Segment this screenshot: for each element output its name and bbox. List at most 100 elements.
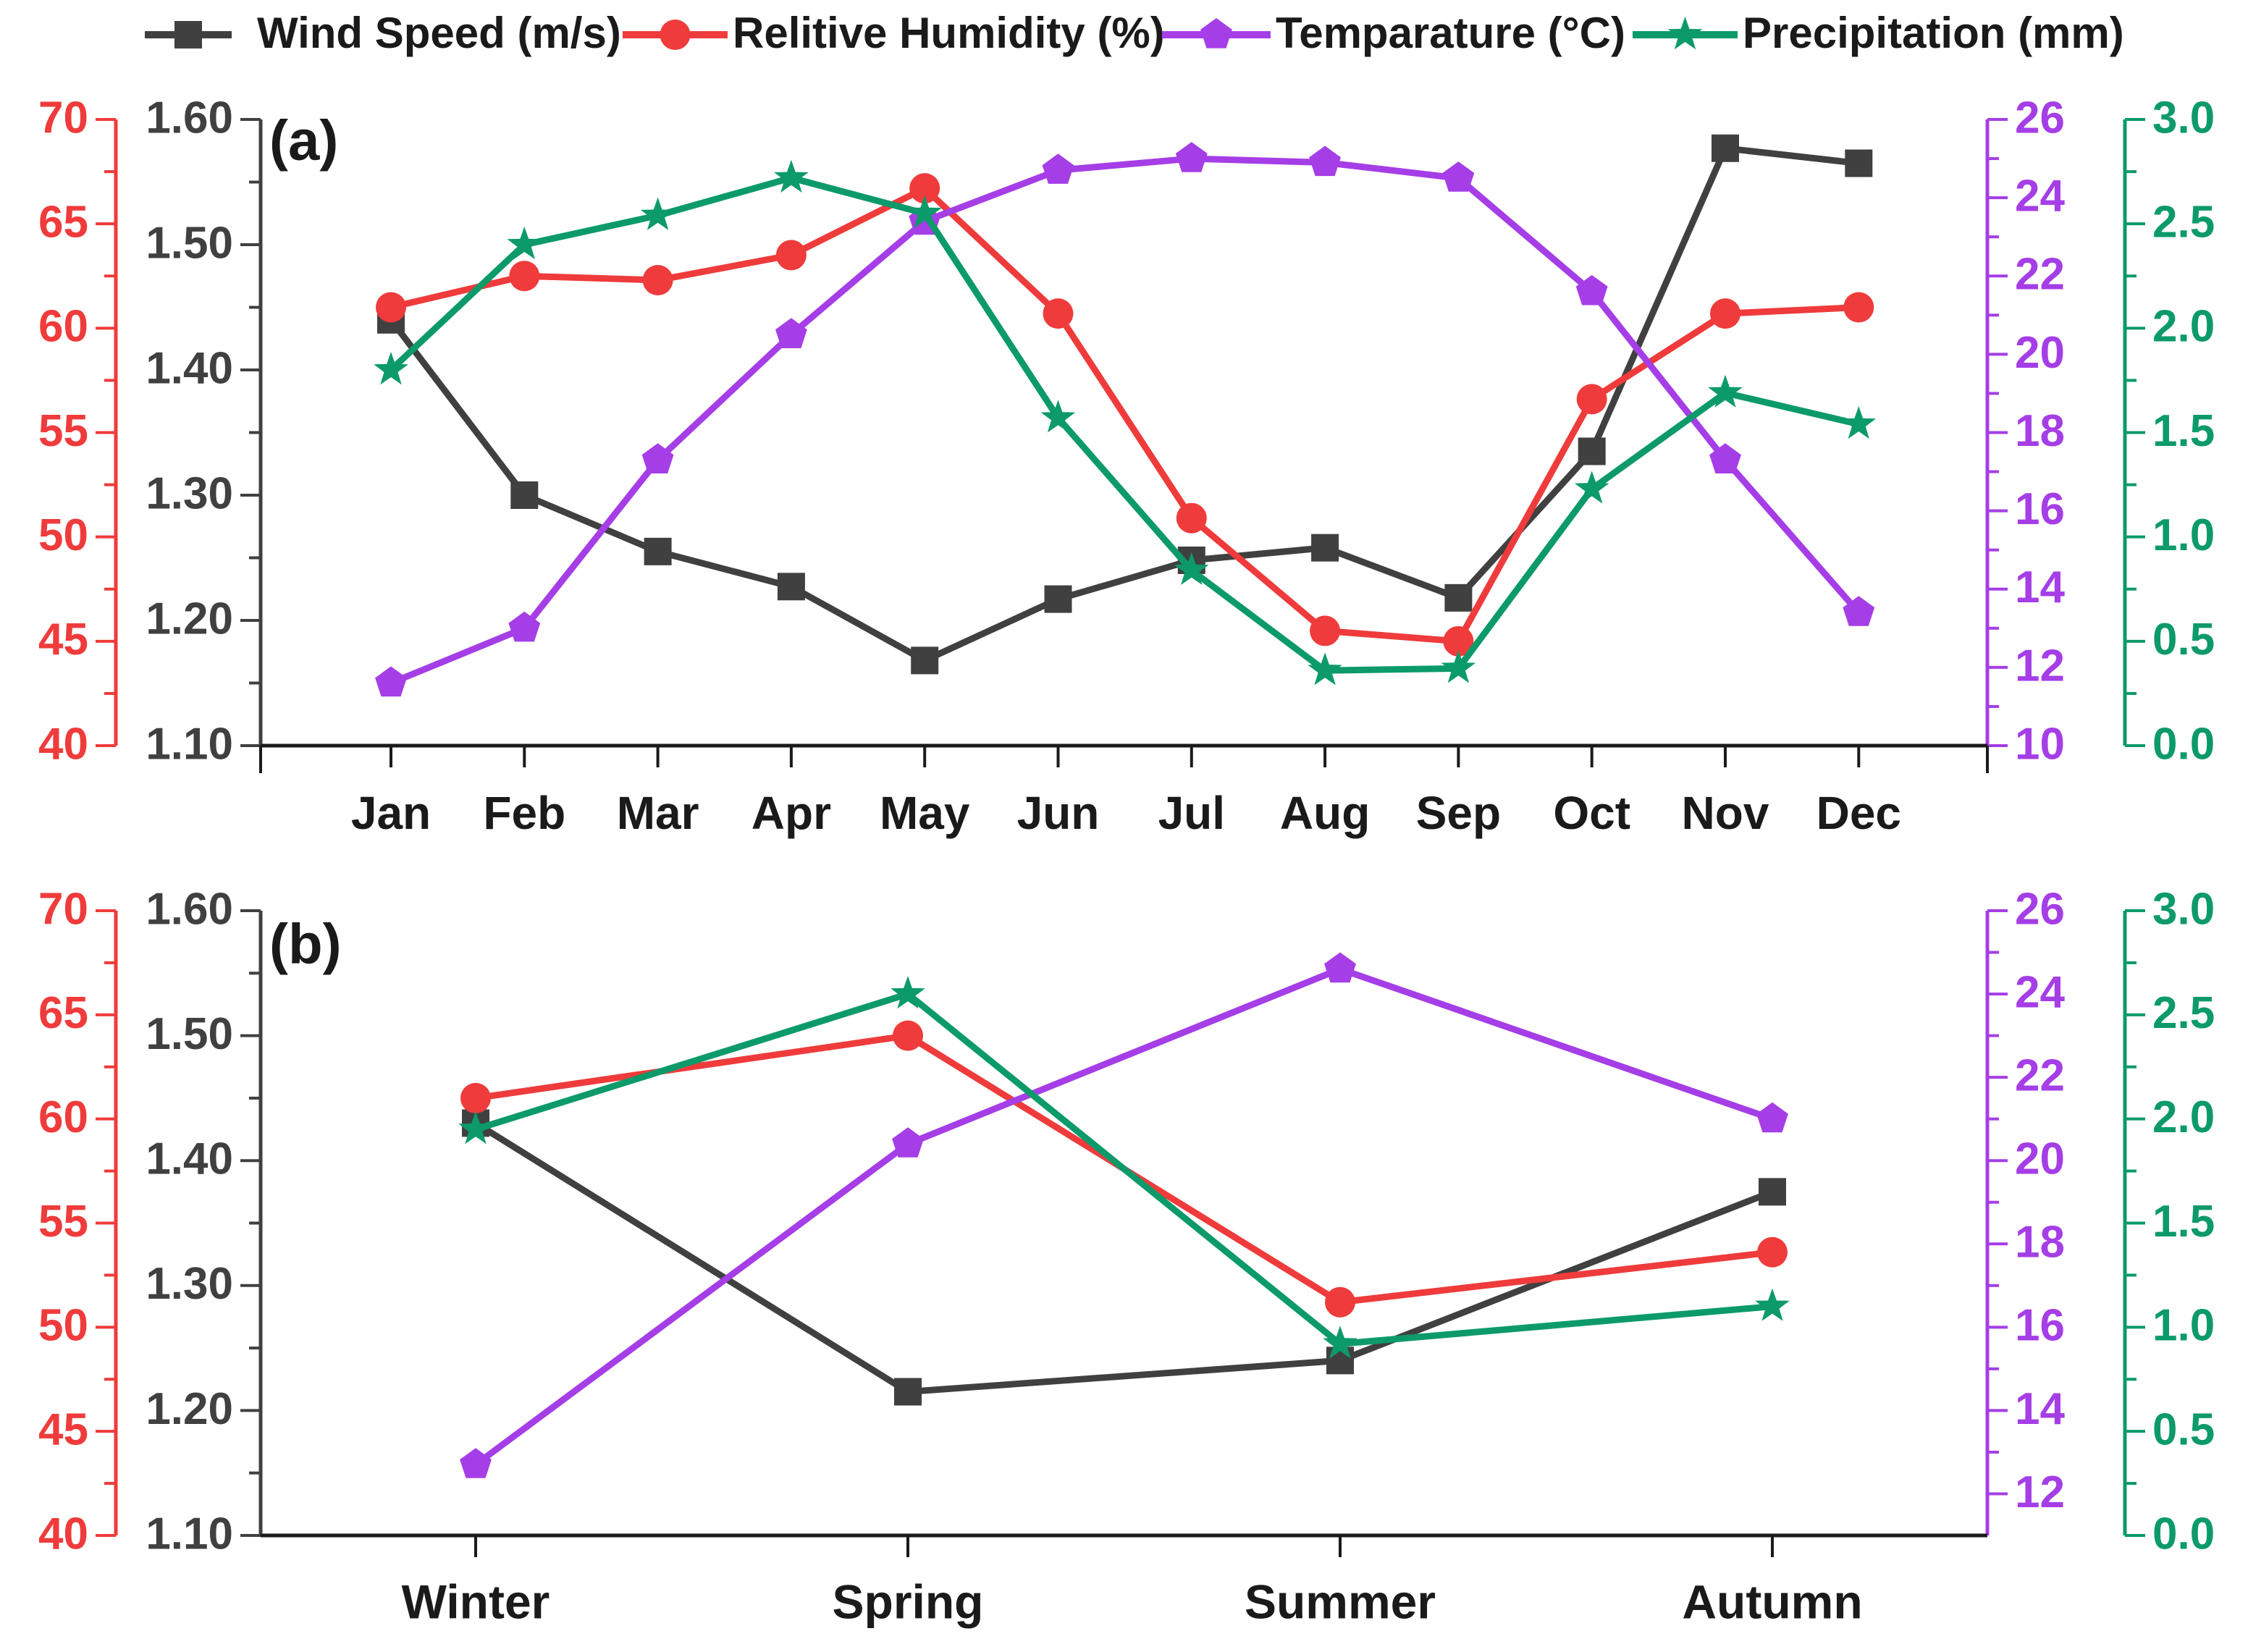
data-point-temperature xyxy=(775,318,807,348)
temperature-tick-label: 18 xyxy=(2015,1218,2065,1268)
panel-a-monthly-chart: 40 45 50 55 60 65 70 1.10 1.20 1.30 1.40 1.50 1.60 10… xyxy=(38,93,2215,839)
precipitation-tick-label: 0.0 xyxy=(2152,719,2215,769)
data-point-temperature xyxy=(1756,1102,1788,1133)
series-line-precipitation xyxy=(388,174,1860,674)
series-line-temperature xyxy=(473,966,1774,1467)
data-point-precipitation xyxy=(640,197,675,230)
panel-label: (a) xyxy=(269,109,338,172)
legend-marker-circle-icon xyxy=(660,20,691,50)
legend-label-3: Precipitation (mm) xyxy=(1743,9,2124,57)
humidity-tick-label: 55 xyxy=(38,1197,88,1247)
wind-tick-label: 1.20 xyxy=(146,1384,233,1434)
wind-tick-label: 1.60 xyxy=(146,884,233,934)
data-point-wind xyxy=(1311,534,1339,562)
humidity-tick-label: 45 xyxy=(38,1405,88,1455)
data-point-precipitation xyxy=(1174,552,1209,585)
data-point-wind xyxy=(1759,1178,1786,1206)
category-label-autumn: Autumn xyxy=(1682,1575,1862,1628)
temperature-tick-label: 12 xyxy=(2015,641,2065,691)
data-point-temperature xyxy=(1309,146,1341,177)
precipitation-tick-label: 0.5 xyxy=(2152,1405,2215,1455)
temperature-tick-label: 20 xyxy=(2015,1134,2065,1184)
temperature-tick-label: 26 xyxy=(2015,884,2065,934)
data-point-wind xyxy=(1044,585,1072,613)
wind-tick-label: 1.20 xyxy=(146,594,233,644)
temperature-tick-label: 20 xyxy=(2015,328,2065,378)
series-line-wind xyxy=(388,145,1859,664)
data-point-temperature xyxy=(892,1127,924,1158)
data-point-temperature xyxy=(1575,274,1608,305)
data-point-precipitation xyxy=(1308,652,1342,686)
data-point-precipitation xyxy=(774,159,809,193)
wind-tick-label: 1.40 xyxy=(146,343,233,393)
data-point-wind xyxy=(1712,134,1739,162)
temperature-tick-label: 24 xyxy=(2015,967,2065,1017)
precipitation-tick-label: 0.5 xyxy=(2152,615,2215,665)
legend-label-1: Relitive Humidity (%) xyxy=(733,9,1165,57)
data-point-humidity xyxy=(909,173,940,204)
precipitation-tick-label: 3.0 xyxy=(2152,884,2215,934)
temperature-tick-label: 10 xyxy=(2015,719,2065,769)
temperature-tick-label: 14 xyxy=(2015,562,2065,612)
data-point-humidity xyxy=(893,1020,923,1051)
data-point-temperature xyxy=(1175,142,1208,172)
humidity-tick-label: 60 xyxy=(38,302,88,352)
data-point-humidity xyxy=(1176,502,1207,534)
category-label-summer: Summer xyxy=(1245,1575,1436,1628)
precipitation-tick-label: 2.5 xyxy=(2152,988,2215,1038)
humidity-tick-label: 70 xyxy=(38,884,88,934)
data-point-humidity xyxy=(1843,292,1874,323)
data-point-precipitation xyxy=(1708,374,1743,408)
data-point-humidity xyxy=(1576,384,1607,415)
legend-marker-pentagon-icon xyxy=(1200,18,1232,49)
data-point-humidity xyxy=(1757,1236,1788,1268)
legend-marker-square-icon xyxy=(174,21,202,49)
category-label-may: May xyxy=(880,787,970,839)
data-point-wind xyxy=(1326,1347,1354,1375)
data-point-precipitation xyxy=(458,1111,493,1145)
data-point-temperature xyxy=(641,443,674,473)
data-point-precipitation xyxy=(1323,1326,1357,1359)
precipitation-tick-label: 1.0 xyxy=(2152,1301,2215,1351)
legend-marker-star-icon xyxy=(1667,17,1703,50)
series-line-humidity xyxy=(390,185,1859,645)
data-point-humidity xyxy=(1325,1286,1355,1318)
data-point-precipitation xyxy=(1755,1288,1790,1321)
category-label-jun: Jun xyxy=(1017,787,1100,839)
data-point-humidity xyxy=(1043,298,1074,329)
temperature-tick-label: 22 xyxy=(2015,250,2065,300)
data-point-precipitation xyxy=(374,352,408,385)
data-point-humidity xyxy=(642,265,673,296)
data-point-wind xyxy=(1578,437,1606,465)
data-point-humidity xyxy=(775,240,807,271)
data-point-humidity xyxy=(1310,615,1341,646)
legend: Wind Speed (m/s) Relitive Humidity (%) Tem… xyxy=(145,9,2124,57)
data-point-temperature xyxy=(1843,596,1875,626)
precipitation-tick-label: 2.0 xyxy=(2152,302,2215,352)
category-label-jan: Jan xyxy=(351,787,431,839)
humidity-tick-label: 50 xyxy=(38,1301,88,1351)
category-label-spring: Spring xyxy=(833,1575,984,1628)
category-label-nov: Nov xyxy=(1682,787,1769,839)
wind-tick-label: 1.50 xyxy=(146,218,233,268)
precipitation-tick-label: 2.0 xyxy=(2152,1092,2215,1142)
data-point-temperature xyxy=(1042,153,1074,184)
humidity-tick-label: 70 xyxy=(38,93,88,143)
temperature-tick-label: 14 xyxy=(2015,1384,2065,1434)
category-label-mar: Mar xyxy=(617,787,699,839)
data-point-temperature xyxy=(508,611,541,642)
data-point-precipitation xyxy=(1040,400,1076,433)
data-point-wind xyxy=(1444,583,1473,612)
data-point-precipitation xyxy=(507,227,542,260)
data-point-humidity xyxy=(376,292,406,323)
category-label-apr: Apr xyxy=(752,787,831,839)
humidity-tick-label: 50 xyxy=(38,510,88,560)
panel-b-seasonal-chart: 40 45 50 55 60 65 70 1.10 1.20 1.30 1.40 1.50 1.60 12… xyxy=(38,884,2215,1628)
data-point-precipitation xyxy=(891,976,925,1009)
precipitation-tick-label: 3.0 xyxy=(2152,93,2215,143)
wind-tick-label: 1.50 xyxy=(146,1009,233,1059)
data-point-precipitation xyxy=(1441,650,1476,683)
wind-tick-label: 1.60 xyxy=(146,93,233,143)
legend-label-0: Wind Speed (m/s) xyxy=(257,9,621,57)
